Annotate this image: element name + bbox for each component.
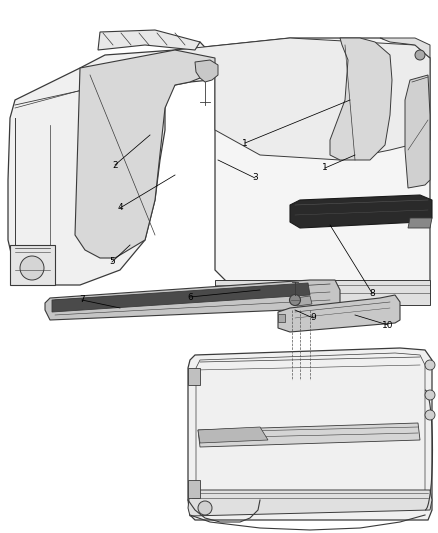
Text: 2: 2 [112, 160, 118, 169]
Polygon shape [98, 30, 200, 50]
Polygon shape [188, 348, 432, 520]
Polygon shape [290, 195, 432, 228]
Text: 5: 5 [109, 257, 115, 266]
Polygon shape [8, 42, 215, 285]
Polygon shape [175, 38, 430, 160]
Polygon shape [188, 490, 432, 516]
Polygon shape [405, 75, 430, 188]
Text: 9: 9 [310, 313, 316, 322]
Polygon shape [188, 480, 200, 498]
Polygon shape [215, 280, 430, 305]
Polygon shape [408, 218, 432, 228]
Text: 1: 1 [322, 164, 328, 173]
Circle shape [425, 410, 435, 420]
Text: 4: 4 [117, 204, 123, 213]
Polygon shape [175, 38, 430, 310]
Polygon shape [10, 245, 55, 285]
Text: 6: 6 [187, 293, 193, 302]
Text: 1: 1 [242, 139, 248, 148]
Polygon shape [380, 38, 430, 58]
Polygon shape [188, 368, 200, 385]
Circle shape [415, 50, 425, 60]
Polygon shape [198, 427, 268, 443]
Text: 3: 3 [252, 174, 258, 182]
Circle shape [425, 390, 435, 400]
Polygon shape [198, 423, 420, 447]
Text: 7: 7 [79, 295, 85, 304]
Polygon shape [278, 314, 285, 322]
Circle shape [425, 360, 435, 370]
Polygon shape [52, 283, 310, 312]
Polygon shape [75, 50, 215, 258]
Circle shape [198, 501, 212, 515]
Text: 8: 8 [369, 288, 375, 297]
Polygon shape [195, 60, 218, 82]
Polygon shape [45, 280, 340, 320]
Circle shape [290, 295, 300, 305]
Polygon shape [330, 38, 392, 160]
Text: 10: 10 [382, 320, 394, 329]
Polygon shape [295, 296, 312, 306]
Polygon shape [278, 295, 400, 332]
Circle shape [20, 256, 44, 280]
